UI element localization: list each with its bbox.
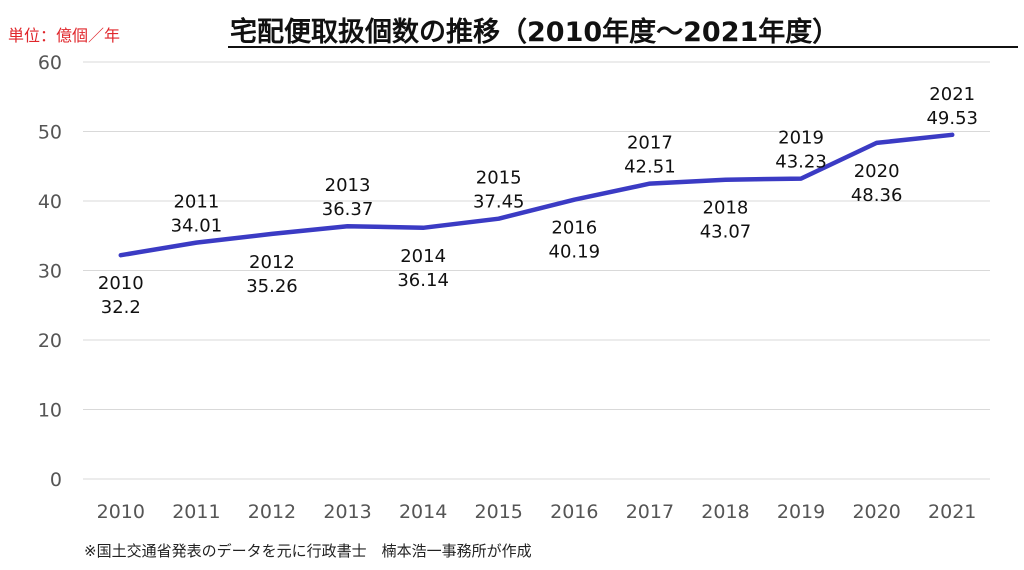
data-labels: 2010 32.2 2011 34.01 2012 35.26 2013 36.37 2014 3… (98, 84, 978, 318)
data-label-value: 43.23 (775, 152, 827, 173)
data-label-year: 2019 (778, 128, 824, 149)
data-label: 2017 42.51 (624, 133, 676, 178)
x-axis-ticks: 2010 2011 2012 2013 2014 2015 2016 2017 2018 2019… (97, 501, 977, 523)
data-label: 2018 43.07 (700, 198, 752, 243)
data-label: 2015 37.45 (473, 168, 525, 213)
x-tick-label: 2018 (701, 501, 749, 523)
data-label-year: 2015 (476, 168, 522, 189)
x-tick-label: 2020 (852, 501, 900, 523)
data-label-year: 2021 (929, 84, 975, 105)
data-label-value: 34.01 (171, 216, 223, 237)
data-label-value: 49.53 (926, 108, 978, 129)
x-tick-label: 2013 (323, 501, 371, 523)
data-label-year: 2010 (98, 273, 144, 294)
chart-title: 宅配便取扱個数の推移（2010年度～2021年度） (230, 17, 840, 48)
data-label: 2021 49.53 (926, 84, 978, 129)
data-label-value: 37.45 (473, 192, 525, 213)
data-label-value: 36.14 (397, 270, 449, 291)
data-label-year: 2012 (249, 252, 295, 273)
x-tick-label: 2010 (97, 501, 145, 523)
data-label-year: 2013 (325, 175, 371, 196)
title-underline (228, 46, 1018, 48)
x-tick-label: 2015 (475, 501, 523, 523)
data-label-value: 40.19 (549, 242, 601, 263)
series-line (118, 132, 955, 258)
data-label: 2011 34.01 (171, 192, 223, 237)
y-tick-label: 50 (38, 122, 62, 144)
data-label-value: 32.2 (101, 297, 141, 318)
data-label: 2010 32.2 (98, 273, 144, 318)
x-tick-label: 2019 (777, 501, 825, 523)
data-label-value: 43.07 (700, 222, 752, 243)
source-note: ※国土交通省発表のデータを元に行政書士 楠本浩一事務所が作成 (84, 542, 532, 560)
data-label-year: 2016 (551, 218, 597, 239)
data-label-year: 2020 (854, 161, 900, 182)
data-label-value: 48.36 (851, 185, 903, 206)
x-tick-label: 2021 (928, 501, 976, 523)
x-tick-label: 2016 (550, 501, 598, 523)
y-tick-label: 0 (50, 469, 62, 491)
data-label: 2013 36.37 (322, 175, 374, 220)
data-label: 2014 36.14 (397, 246, 449, 291)
data-label-value: 35.26 (246, 276, 298, 297)
y-tick-label: 10 (38, 400, 62, 422)
data-label-year: 2011 (173, 192, 219, 213)
x-tick-label: 2014 (399, 501, 447, 523)
data-label: 2012 35.26 (246, 252, 298, 297)
data-label-value: 36.37 (322, 199, 374, 220)
x-tick-label: 2011 (172, 501, 220, 523)
series-lines (118, 132, 955, 258)
y-tick-label: 40 (38, 191, 62, 213)
x-tick-label: 2012 (248, 501, 296, 523)
data-label-value: 42.51 (624, 157, 676, 178)
data-label: 2016 40.19 (549, 218, 601, 263)
y-tick-label: 60 (38, 52, 62, 74)
unit-label: 単位：億個／年 (8, 26, 121, 45)
x-tick-label: 2017 (626, 501, 674, 523)
gridlines (83, 61, 990, 480)
y-tick-label: 20 (38, 330, 62, 352)
data-label-year: 2014 (400, 246, 446, 267)
data-label: 2020 48.36 (851, 161, 903, 206)
data-label-year: 2017 (627, 133, 673, 154)
y-axis-ticks: 0 10 20 30 40 50 60 (38, 52, 62, 491)
data-label-year: 2018 (703, 198, 749, 219)
data-label: 2019 43.23 (775, 128, 827, 173)
y-tick-label: 30 (38, 261, 62, 283)
